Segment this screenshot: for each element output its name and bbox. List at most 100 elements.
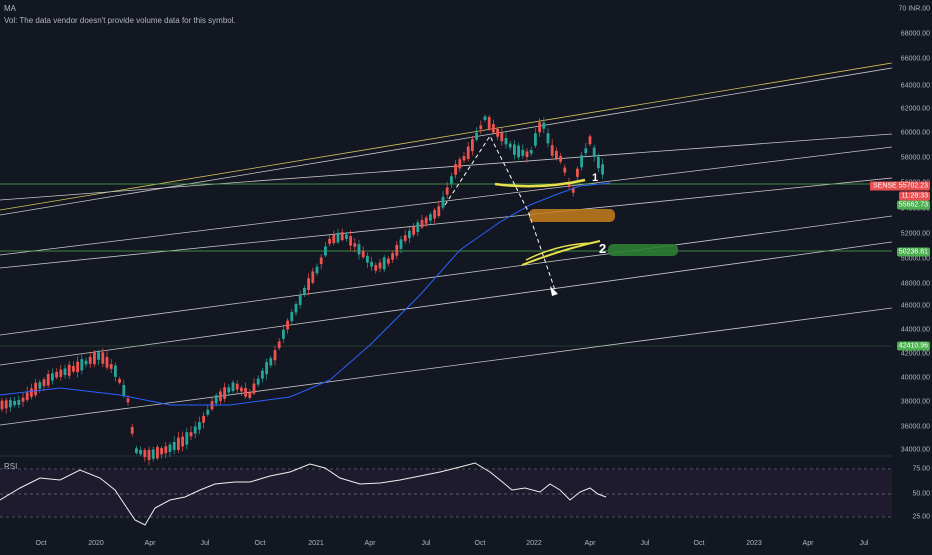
candle-body	[559, 155, 562, 162]
time-tick: Oct	[474, 540, 486, 547]
candle-body	[433, 210, 436, 219]
price-tick: 68000.00	[900, 30, 930, 38]
candle-body	[101, 352, 105, 364]
candle-body	[294, 303, 298, 313]
price-axis[interactable]: 70 INR.00 68000.00 66000.00 64000.00 62000.…	[892, 0, 932, 530]
candle-body	[0, 400, 4, 410]
candle-body	[147, 449, 151, 460]
candle-body	[214, 395, 218, 404]
candle-body	[403, 235, 407, 241]
candle-body	[177, 437, 180, 450]
candle-body	[172, 442, 176, 451]
candle-body	[445, 187, 449, 195]
candle-body	[67, 364, 71, 376]
candle-body	[206, 409, 210, 415]
trend-line	[0, 146, 893, 256]
candle-body	[395, 244, 399, 256]
candle-body	[492, 124, 495, 133]
candle-body	[546, 133, 550, 144]
candle-body	[126, 398, 130, 403]
time-tick: 2022	[526, 540, 542, 547]
candle-body	[185, 432, 189, 445]
candle-body	[370, 261, 373, 267]
candle-body	[4, 400, 8, 409]
candle-body	[592, 147, 596, 157]
time-tick: Jul	[200, 540, 210, 547]
candle-body	[571, 187, 575, 193]
candle-body	[429, 214, 432, 221]
candle-body	[256, 378, 260, 385]
candle-body	[13, 400, 16, 406]
candle-body	[479, 125, 483, 130]
price-tick: 46000.00	[900, 302, 930, 310]
candle-body	[130, 426, 134, 434]
time-tick: 2020	[88, 540, 104, 547]
price-tick: 52000.00	[900, 230, 930, 238]
candle-body	[563, 167, 567, 173]
candle-body	[529, 149, 533, 154]
trend-line	[0, 133, 893, 201]
candle-body	[97, 352, 100, 360]
candle-body	[151, 449, 155, 459]
candle-body	[542, 122, 546, 129]
candle-body	[223, 387, 226, 399]
price-tick: 66000.00	[900, 55, 930, 63]
legend-ma[interactable]: MA	[4, 4, 16, 13]
candle-body	[42, 379, 46, 386]
candle-body	[450, 176, 453, 184]
price-tick: 64000.00	[900, 82, 930, 90]
candle-body	[261, 370, 264, 379]
candle-body	[424, 217, 428, 224]
time-tick: Oct	[254, 540, 266, 547]
candle-body	[252, 383, 256, 394]
rsi-tick: 50.00	[912, 490, 930, 498]
price-tick: 62000.00	[900, 105, 930, 113]
candle-body	[114, 365, 117, 377]
time-tick: Apr	[144, 540, 156, 547]
candle-body	[357, 244, 361, 255]
candle-body	[80, 359, 84, 371]
candle-body	[458, 159, 462, 169]
candle-body	[25, 392, 29, 400]
candle-body	[21, 397, 25, 402]
price-tick: 48000.00	[900, 280, 930, 288]
highlight-stroke	[494, 178, 586, 188]
candle-body	[72, 365, 75, 372]
time-tick: Apr	[802, 540, 814, 547]
candle-body	[466, 146, 470, 159]
candle-body	[416, 222, 420, 233]
rsi-title[interactable]: RSI	[4, 462, 18, 471]
rsi-line	[0, 462, 607, 526]
candle-body	[328, 238, 331, 244]
candle-body	[366, 255, 369, 263]
trend-line	[0, 177, 893, 269]
time-tick: 2021	[308, 540, 324, 547]
candle-body	[202, 415, 205, 423]
price-tick: 38000.00	[900, 398, 930, 406]
candle-body	[51, 373, 54, 381]
trend-line	[0, 62, 893, 211]
candle-body	[462, 156, 466, 161]
candle-body	[164, 446, 168, 454]
candle-body	[282, 329, 285, 339]
candle-body	[193, 426, 197, 434]
candle-body	[340, 232, 344, 241]
candle-body	[156, 446, 159, 459]
rsi-tick: 25.00	[912, 513, 930, 521]
candle-body	[567, 182, 571, 187]
candle-body	[517, 145, 520, 158]
candle-body	[508, 143, 512, 148]
candle-body	[550, 145, 554, 156]
candle-body	[160, 448, 163, 455]
candle-body	[487, 117, 491, 130]
candle-body	[345, 234, 348, 239]
candle-body	[59, 369, 63, 377]
candle-body	[315, 266, 319, 274]
candle-body	[269, 358, 273, 366]
time-tick: Jul	[421, 540, 431, 547]
candle-body	[408, 230, 411, 239]
candle-body	[235, 383, 239, 390]
candle-body	[63, 368, 67, 375]
